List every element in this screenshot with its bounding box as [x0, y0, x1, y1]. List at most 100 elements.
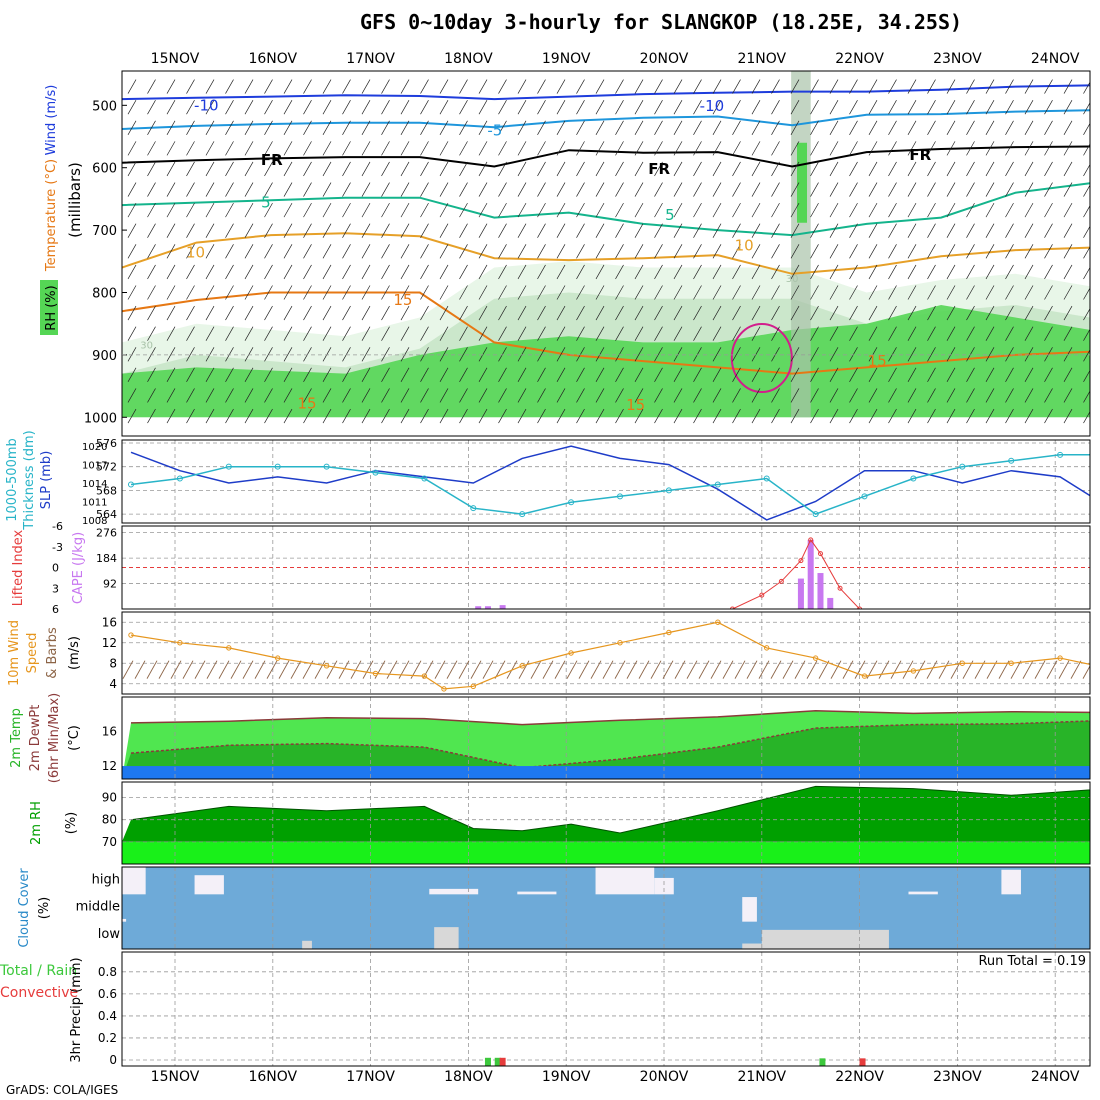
wind-barb — [868, 202, 878, 218]
wind-barb — [205, 100, 215, 115]
wind-barb — [732, 388, 741, 403]
wind-barb — [478, 326, 488, 341]
wind-barb — [927, 305, 936, 321]
wind-barb — [966, 100, 975, 115]
contour-label-6: 5 — [261, 194, 271, 212]
wind-barb — [1063, 326, 1073, 341]
wind-barb — [771, 202, 780, 218]
wind-barb-10m — [530, 660, 542, 679]
wind-barb — [927, 244, 936, 259]
thickness-point — [372, 469, 379, 476]
date-bottom-8: 23NOV — [933, 1069, 982, 1085]
wind-barb — [556, 285, 566, 300]
wind-barb — [556, 244, 566, 259]
wind-barb — [868, 244, 878, 259]
wind-tick-1: 8 — [109, 656, 117, 670]
wind-barb — [712, 244, 722, 259]
wind-barb — [1083, 163, 1090, 177]
wind-barb — [966, 326, 975, 341]
wind-barb — [381, 264, 390, 280]
wind-barb — [966, 141, 975, 156]
wind-barb — [1005, 285, 1014, 300]
cloud-plot — [122, 867, 1021, 949]
wind-barb-10m — [578, 660, 590, 679]
wind-barb — [186, 326, 195, 341]
wind-barb — [439, 305, 449, 321]
wind-barb — [381, 223, 390, 238]
wind-barb — [888, 244, 897, 259]
wind-barb — [127, 305, 137, 321]
wind-barb — [576, 388, 585, 403]
date-top-3: 18NOV — [444, 51, 493, 67]
wind-barb — [283, 141, 293, 156]
wind-barb — [498, 408, 507, 424]
wind-barb — [1024, 141, 1034, 156]
wind-barb — [205, 161, 215, 177]
wind-barb — [1063, 223, 1073, 238]
wind-barb — [147, 161, 156, 177]
wind-barb — [283, 367, 293, 383]
wind-ylabel-barbs: & Barbs — [45, 627, 60, 679]
date-top-0: 15NOV — [151, 51, 200, 67]
wind-barb — [634, 264, 644, 280]
wind-barb — [205, 326, 215, 341]
wind-barb — [283, 264, 293, 280]
wind-barb — [576, 326, 585, 341]
wind-barb — [342, 120, 351, 135]
wind-barb — [966, 388, 975, 403]
wind-barb — [283, 161, 293, 177]
precip-legend-convective: Convective — [0, 985, 78, 1001]
wind-barb — [1044, 285, 1053, 300]
wind-barb — [225, 264, 234, 280]
rh-plot — [122, 785, 1090, 864]
wind-barb — [771, 120, 780, 135]
wind-barb — [654, 120, 663, 135]
wind-barb — [849, 347, 858, 362]
wind-barb — [595, 347, 605, 362]
wind-barb — [946, 305, 956, 321]
wind-barb — [829, 264, 839, 280]
wind-barb — [790, 223, 800, 238]
wind-barb — [634, 120, 644, 135]
cloud-level-middle: middle — [76, 900, 120, 915]
wind-barb — [420, 223, 429, 238]
wind-barb — [537, 223, 546, 238]
wind-barb — [693, 223, 702, 238]
precip-ylabel: 3hr Precip (mm) — [69, 957, 84, 1062]
wind-barb — [1063, 347, 1073, 362]
wind-barb — [459, 120, 468, 135]
wind-barb — [1083, 246, 1090, 259]
wind-barb — [673, 161, 683, 177]
wind-barb-10m — [650, 660, 662, 679]
wind-barb — [361, 347, 371, 362]
wind-barb — [517, 388, 527, 403]
wind-barb — [342, 305, 351, 321]
wind-barb — [147, 264, 156, 280]
wind-barb — [225, 326, 234, 341]
wind-barb — [264, 161, 273, 177]
wind-barb — [927, 223, 936, 238]
wind-barb — [868, 347, 878, 362]
wind-barb — [771, 182, 780, 197]
profile-ylabel-wind: Wind (m/s) — [44, 85, 59, 156]
contour-label-9: 10 — [735, 237, 754, 255]
wind-barb — [654, 326, 663, 341]
wind-barb — [478, 285, 488, 300]
wind-barb — [205, 182, 215, 197]
wind-barb — [303, 120, 312, 135]
wind-barb — [810, 388, 819, 403]
wind-barb-10m — [434, 660, 446, 679]
wind-barb — [1044, 347, 1053, 362]
wind-barb — [556, 79, 566, 94]
wind-barb — [264, 326, 273, 341]
wind-barb — [1044, 264, 1053, 280]
wind-barb — [1024, 100, 1034, 115]
wind-barb — [615, 347, 624, 362]
slp-right-tick-0: 1008 — [82, 516, 107, 527]
wind-barb — [556, 408, 566, 424]
wind-barb — [985, 182, 995, 197]
contour-label-13: 15 — [297, 395, 316, 413]
wind-barb — [654, 347, 663, 362]
wind-ylabel-units: (m/s) — [67, 636, 82, 670]
wind-barb — [771, 388, 780, 403]
